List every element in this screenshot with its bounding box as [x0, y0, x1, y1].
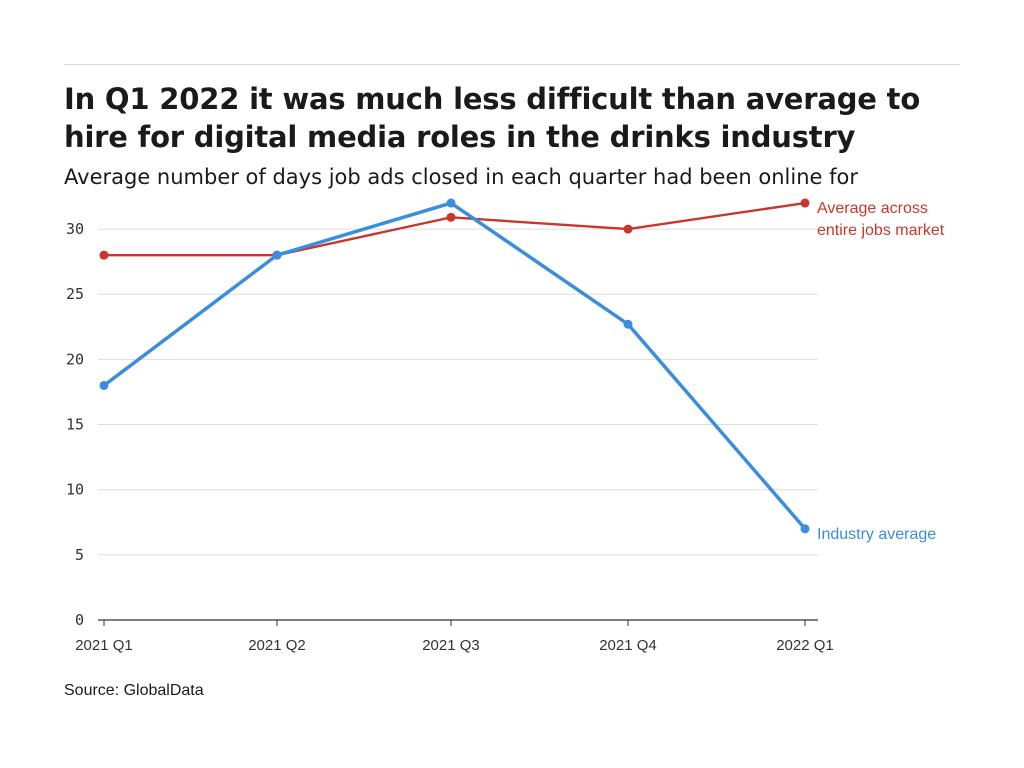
chart-title: In Q1 2022 it was much less difficult th… — [64, 82, 921, 154]
data-point-market — [623, 224, 633, 234]
data-point-industry — [800, 524, 810, 534]
y-tick-label: 0 — [75, 611, 84, 629]
series-label-industry: Industry average — [817, 526, 936, 543]
x-tick-label: 2021 Q4 — [599, 637, 657, 654]
series-label-market: entire jobs market — [817, 222, 945, 239]
y-tick-label: 30 — [66, 220, 84, 238]
x-tick-label: 2021 Q2 — [248, 637, 306, 654]
data-point-market — [800, 198, 810, 208]
data-point-industry — [99, 380, 109, 390]
data-point-industry — [272, 250, 282, 260]
data-point-industry — [446, 198, 456, 208]
data-point-industry — [623, 319, 633, 329]
y-tick-label: 10 — [66, 481, 84, 499]
data-point-market — [99, 250, 109, 260]
y-tick-label: 25 — [66, 285, 84, 303]
data-point-market — [446, 212, 456, 222]
y-tick-label: 20 — [66, 350, 84, 368]
x-tick-label: 2021 Q3 — [422, 637, 480, 654]
chart-subtitle: Average number of days job ads closed in… — [64, 165, 858, 189]
y-tick-label: 15 — [66, 416, 84, 434]
source-note: Source: GlobalData — [64, 682, 204, 699]
x-tick-label: 2022 Q1 — [776, 637, 834, 654]
y-tick-label: 5 — [75, 546, 84, 564]
series-label-market: Average across — [817, 200, 928, 217]
top-divider — [64, 64, 960, 65]
series-line-industry — [102, 201, 807, 531]
x-tick-label: 2021 Q1 — [75, 637, 133, 654]
